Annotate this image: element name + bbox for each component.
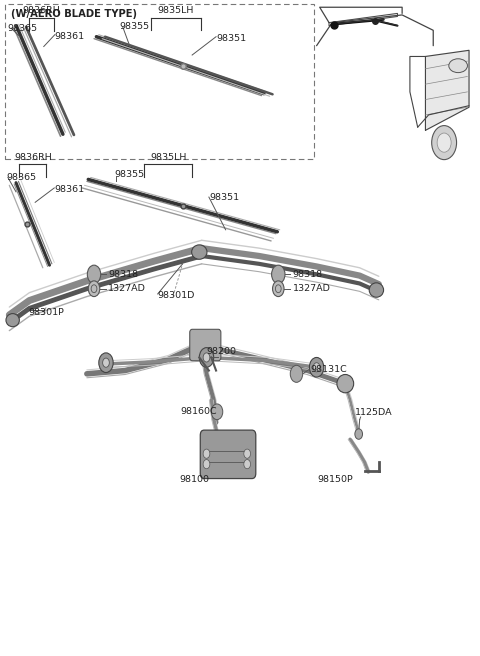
Text: 98150P: 98150P (318, 475, 353, 483)
Polygon shape (425, 51, 469, 131)
Text: 1327AD: 1327AD (108, 284, 146, 293)
Circle shape (313, 363, 320, 372)
Text: 98100: 98100 (179, 475, 209, 483)
Text: 98351: 98351 (209, 193, 240, 201)
Text: (W/AERO BLADE TYPE): (W/AERO BLADE TYPE) (11, 9, 137, 18)
Text: 98301P: 98301P (28, 308, 64, 317)
Polygon shape (329, 13, 397, 26)
Text: 98160C: 98160C (180, 407, 217, 417)
Circle shape (211, 404, 223, 420)
Circle shape (199, 348, 214, 367)
Text: 98200: 98200 (206, 347, 237, 356)
Circle shape (273, 281, 284, 297)
Text: 98355: 98355 (120, 22, 149, 31)
Text: 9835LH: 9835LH (157, 6, 193, 15)
Circle shape (88, 281, 100, 297)
Ellipse shape (6, 314, 19, 327)
Circle shape (203, 353, 210, 362)
Circle shape (99, 353, 113, 373)
Circle shape (310, 358, 324, 377)
Text: 98318: 98318 (293, 270, 323, 279)
Circle shape (437, 133, 451, 152)
Text: 1327AD: 1327AD (293, 284, 331, 293)
Ellipse shape (369, 283, 384, 297)
Text: 9836RH: 9836RH (23, 6, 60, 15)
Circle shape (244, 449, 251, 459)
Circle shape (355, 429, 362, 440)
FancyBboxPatch shape (190, 329, 221, 361)
Ellipse shape (337, 375, 354, 393)
Text: 98351: 98351 (216, 33, 246, 43)
Text: 98131C: 98131C (310, 365, 347, 374)
Circle shape (203, 449, 210, 459)
Circle shape (103, 358, 109, 367)
Circle shape (432, 125, 456, 159)
Circle shape (87, 265, 101, 283)
FancyBboxPatch shape (200, 430, 256, 479)
Text: 98365: 98365 (6, 173, 36, 182)
Circle shape (203, 460, 210, 469)
Text: 9835LH: 9835LH (150, 153, 186, 162)
Text: 98361: 98361 (55, 32, 85, 41)
Ellipse shape (449, 59, 468, 73)
Text: 98361: 98361 (55, 185, 85, 194)
Text: 98301D: 98301D (157, 291, 195, 300)
Ellipse shape (192, 245, 207, 259)
Text: 1125DA: 1125DA (355, 408, 393, 417)
Text: 98318: 98318 (108, 270, 139, 279)
Circle shape (272, 265, 285, 283)
Text: 9836RH: 9836RH (14, 153, 52, 162)
Text: 98355: 98355 (114, 170, 144, 178)
Circle shape (290, 365, 303, 382)
Text: 98365: 98365 (8, 24, 38, 33)
Circle shape (244, 460, 251, 469)
